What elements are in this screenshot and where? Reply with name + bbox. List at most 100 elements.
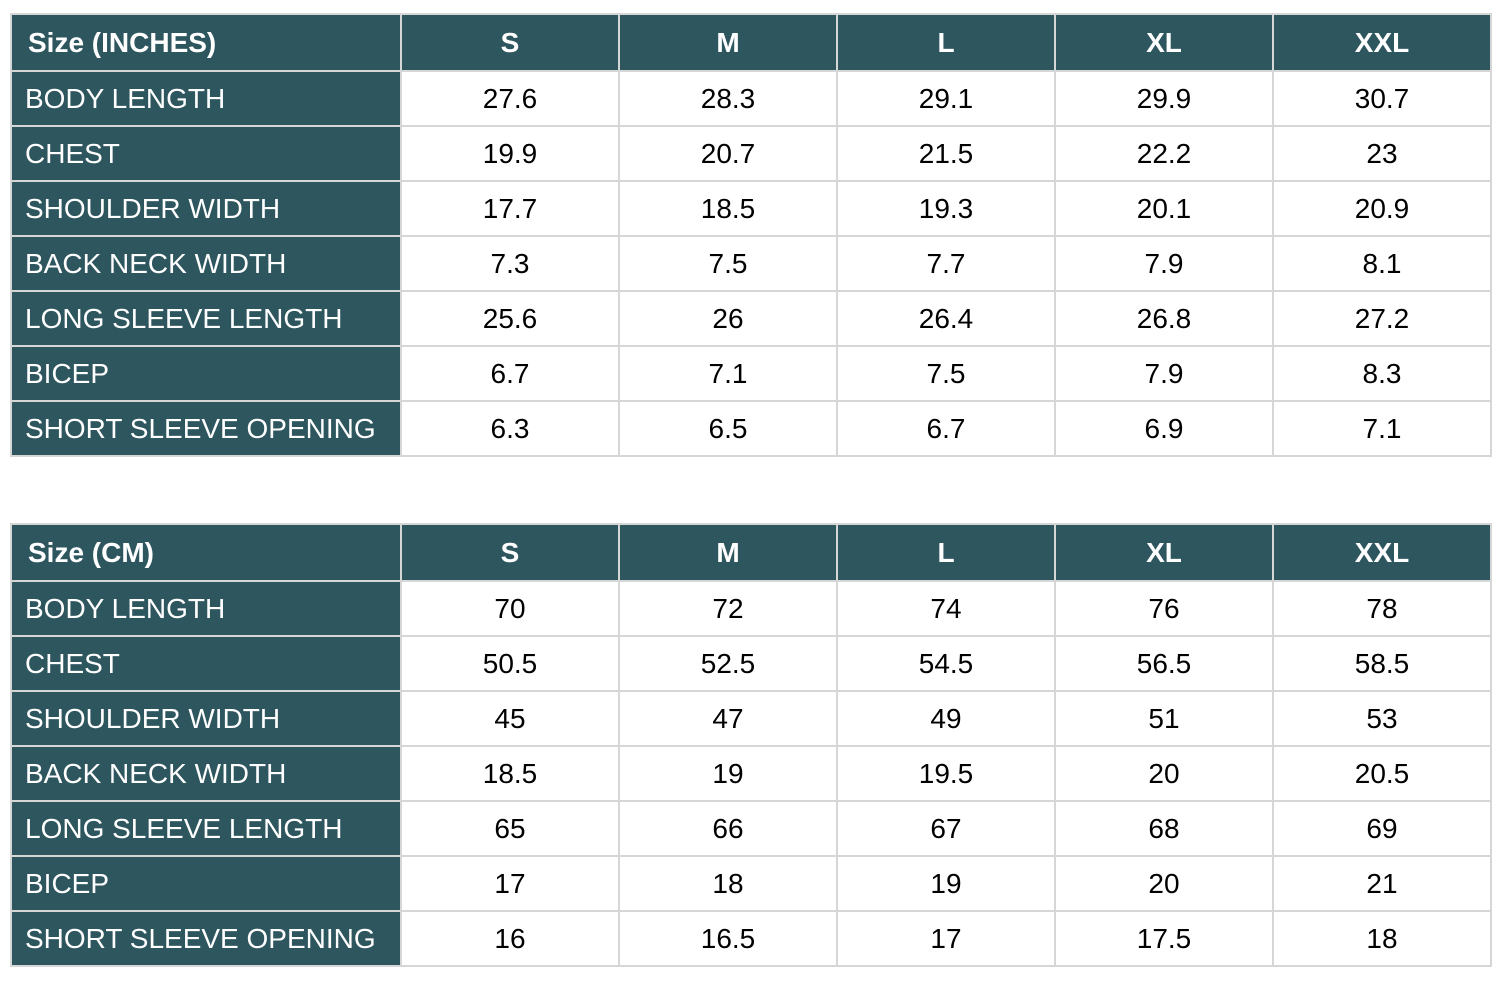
measurement-value: 58.5 (1272, 635, 1492, 692)
measurement-value: 6.5 (618, 400, 838, 457)
measurement-value: 66 (618, 800, 838, 857)
measurement-value: 20 (1054, 855, 1274, 912)
measurement-value: 17.7 (400, 180, 620, 237)
measurement-value: 26 (618, 290, 838, 347)
measurement-value: 74 (836, 580, 1056, 637)
measurement-value: 8.1 (1272, 235, 1492, 292)
table-row: BODY LENGTH 70 72 74 76 78 (10, 580, 1492, 637)
header-row: Size (INCHES) S M L XL XXL (10, 13, 1492, 72)
row-label: SHORT SLEEVE OPENING (10, 400, 402, 457)
measurement-value: 69 (1272, 800, 1492, 857)
measurement-value: 20.9 (1272, 180, 1492, 237)
table-row: BODY LENGTH 27.6 28.3 29.1 29.9 30.7 (10, 70, 1492, 127)
row-label: BODY LENGTH (10, 580, 402, 637)
measurement-value: 7.9 (1054, 235, 1274, 292)
measurement-value: 21 (1272, 855, 1492, 912)
row-label: BACK NECK WIDTH (10, 235, 402, 292)
row-label: SHOULDER WIDTH (10, 690, 402, 747)
measurement-value: 17 (836, 910, 1056, 967)
measurement-value: 7.5 (836, 345, 1056, 402)
measurement-value: 19 (618, 745, 838, 802)
measurement-value: 20.7 (618, 125, 838, 182)
table-row: CHEST 19.9 20.7 21.5 22.2 23 (10, 125, 1492, 182)
row-label: CHEST (10, 125, 402, 182)
measurement-value: 8.3 (1272, 345, 1492, 402)
table-row: BACK NECK WIDTH 7.3 7.5 7.7 7.9 8.1 (10, 235, 1492, 292)
size-column-header-l: L (836, 523, 1056, 582)
size-table-cm: Size (CM) S M L XL XXL BODY LENGTH 70 72 74 76 78 CH… (10, 523, 1492, 967)
table-row: LONG SLEEVE LENGTH 65 66 67 68 69 (10, 800, 1492, 857)
measurement-value: 54.5 (836, 635, 1056, 692)
measurement-value: 7.9 (1054, 345, 1274, 402)
table-row: BICEP 17 18 19 20 21 (10, 855, 1492, 912)
measurement-value: 20.5 (1272, 745, 1492, 802)
table-row: SHOULDER WIDTH 17.7 18.5 19.3 20.1 20.9 (10, 180, 1492, 237)
table-row: CHEST 50.5 52.5 54.5 56.5 58.5 (10, 635, 1492, 692)
measurement-value: 53 (1272, 690, 1492, 747)
measurement-value: 6.7 (836, 400, 1056, 457)
measurement-value: 27.6 (400, 70, 620, 127)
size-column-header-s: S (400, 13, 620, 72)
measurement-value: 18.5 (400, 745, 620, 802)
table-row: BICEP 6.7 7.1 7.5 7.9 8.3 (10, 345, 1492, 402)
size-column-header-xl: XL (1054, 13, 1274, 72)
size-column-header-m: M (618, 523, 838, 582)
measurement-value: 6.9 (1054, 400, 1274, 457)
measurement-value: 29.1 (836, 70, 1056, 127)
row-label: LONG SLEEVE LENGTH (10, 290, 402, 347)
measurement-value: 51 (1054, 690, 1274, 747)
measurement-value: 21.5 (836, 125, 1056, 182)
table-row: LONG SLEEVE LENGTH 25.6 26 26.4 26.8 27.2 (10, 290, 1492, 347)
measurement-value: 6.3 (400, 400, 620, 457)
measurement-value: 6.7 (400, 345, 620, 402)
measurement-value: 30.7 (1272, 70, 1492, 127)
measurement-value: 52.5 (618, 635, 838, 692)
measurement-value: 18.5 (618, 180, 838, 237)
row-label: SHORT SLEEVE OPENING (10, 910, 402, 967)
measurement-value: 65 (400, 800, 620, 857)
measurement-value: 68 (1054, 800, 1274, 857)
measurement-value: 7.5 (618, 235, 838, 292)
measurement-value: 17.5 (1054, 910, 1274, 967)
measurement-value: 76 (1054, 580, 1274, 637)
measurement-value: 56.5 (1054, 635, 1274, 692)
measurement-value: 49 (836, 690, 1056, 747)
measurement-value: 25.6 (400, 290, 620, 347)
measurement-value: 26.4 (836, 290, 1056, 347)
row-label: SHOULDER WIDTH (10, 180, 402, 237)
table-row: SHORT SLEEVE OPENING 16 16.5 17 17.5 18 (10, 910, 1492, 967)
measurement-value: 26.8 (1054, 290, 1274, 347)
measurement-value: 20.1 (1054, 180, 1274, 237)
row-label: BICEP (10, 855, 402, 912)
measurement-value: 16 (400, 910, 620, 967)
measurement-value: 16.5 (618, 910, 838, 967)
row-label: BACK NECK WIDTH (10, 745, 402, 802)
size-column-header-xl: XL (1054, 523, 1274, 582)
size-table-inches: Size (INCHES) S M L XL XXL BODY LENGTH 27.6 28.3… (10, 13, 1492, 457)
measurement-value: 27.2 (1272, 290, 1492, 347)
row-label: BODY LENGTH (10, 70, 402, 127)
size-column-header-xxl: XXL (1272, 13, 1492, 72)
measurement-value: 19.9 (400, 125, 620, 182)
measurement-value: 70 (400, 580, 620, 637)
measurement-value: 67 (836, 800, 1056, 857)
row-label: LONG SLEEVE LENGTH (10, 800, 402, 857)
size-column-header-l: L (836, 13, 1056, 72)
measurement-value: 72 (618, 580, 838, 637)
measurement-value: 45 (400, 690, 620, 747)
measurement-value: 47 (618, 690, 838, 747)
table-spacer (10, 457, 1490, 523)
measurement-value: 17 (400, 855, 620, 912)
row-label: CHEST (10, 635, 402, 692)
header-row: Size (CM) S M L XL XXL (10, 523, 1492, 582)
table-row: SHOULDER WIDTH 45 47 49 51 53 (10, 690, 1492, 747)
measurement-value: 7.1 (618, 345, 838, 402)
measurement-value: 18 (618, 855, 838, 912)
measurement-value: 22.2 (1054, 125, 1274, 182)
measurement-value: 23 (1272, 125, 1492, 182)
measurement-value: 7.3 (400, 235, 620, 292)
measurement-value: 20 (1054, 745, 1274, 802)
measurement-value: 18 (1272, 910, 1492, 967)
corner-title: Size (CM) (10, 523, 402, 582)
